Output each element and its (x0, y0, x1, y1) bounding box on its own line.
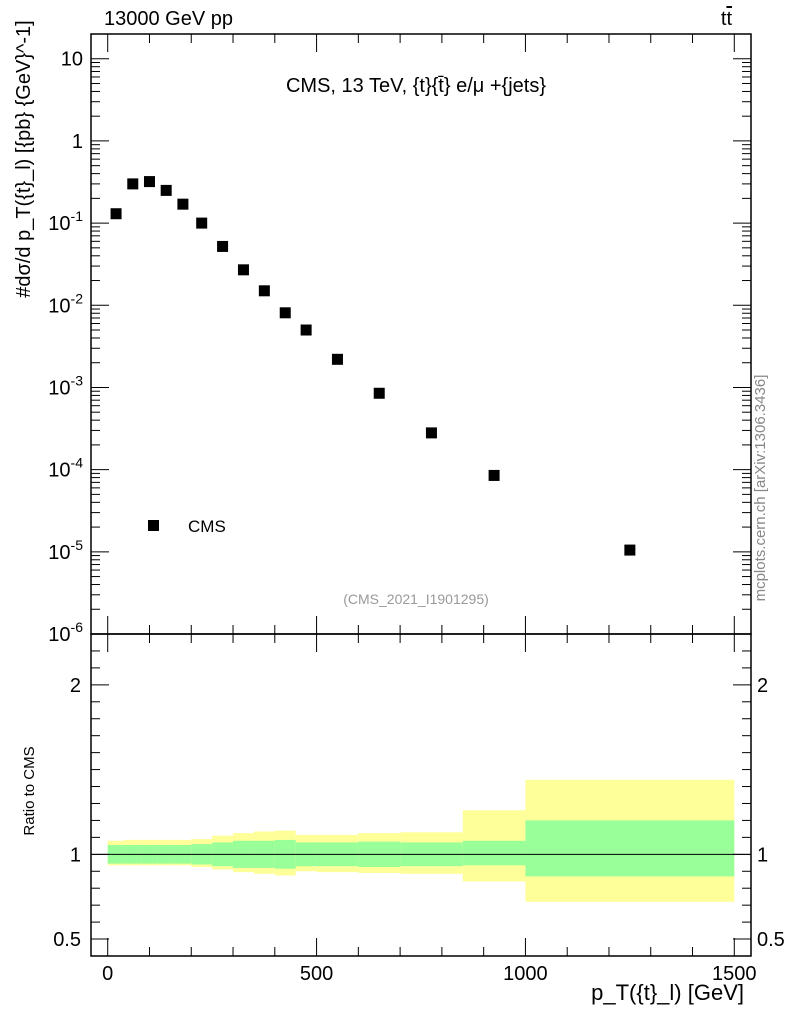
y-axis-label: #dσ/d p_T({t}_l) [{pb} {GeV}^-1] (13, 20, 35, 298)
ratio-axis-ticks: 0.5 0.5 1 1 2 2 0 500 1000 1500 (53, 634, 785, 985)
y-tick-label: 10 (61, 49, 83, 71)
ratio-y-tick-label-left: 1 (70, 844, 81, 866)
data-point-cms (373, 387, 385, 399)
ratio-inner-band-segment (462, 840, 526, 866)
data-point-cms (279, 307, 291, 319)
y-tick-label: 1 (72, 131, 83, 153)
data-point-cms (488, 469, 500, 481)
data-point-cms (237, 264, 249, 276)
ratio-y-tick-label-right: 0.5 (757, 929, 785, 951)
plot-title: CMS, 13 TeV, {t}{t̄} e/μ +{jets} (286, 75, 546, 97)
y-tick-label: 10-2 (48, 290, 83, 317)
data-point-cms (425, 427, 437, 439)
data-point-cms (258, 285, 270, 297)
data-markers (110, 176, 636, 556)
data-point-cms (160, 184, 172, 196)
y-tick-label: 10-3 (48, 372, 83, 399)
x-tick-label: 0 (102, 963, 113, 985)
main-plot-frame (90, 33, 752, 635)
x-tick-label: 1500 (712, 963, 757, 985)
y-tick-exponent: -2 (71, 290, 84, 306)
source-watermark: mcplots.cern.ch [arXiv:1306.3436] (752, 374, 769, 602)
data-point-cms (331, 353, 343, 365)
legend-marker-cms (148, 520, 159, 531)
process-label: tt (721, 8, 732, 31)
y-tick-exponent: -1 (71, 208, 84, 224)
data-point-cms (127, 178, 139, 190)
y-tick-exponent: -3 (71, 372, 84, 388)
analysis-id: (CMS_2021_I1901295) (343, 591, 489, 607)
ratio-y-tick-label-right: 1 (757, 844, 768, 866)
y-tick-exponent: -4 (71, 455, 84, 471)
legend-label-cms: CMS (188, 517, 226, 536)
ratio-inner-band-segment (525, 820, 735, 877)
y-tick-label: 10-5 (48, 537, 83, 564)
y-tick-exponent: -5 (71, 537, 84, 553)
y-tick-exponent: -6 (71, 619, 84, 635)
data-point-cms (110, 208, 122, 220)
ratio-y-tick-label-left: 2 (70, 675, 81, 697)
y-tick-label: 10-4 (48, 455, 83, 482)
data-point-cms (217, 240, 229, 252)
y-tick-label: 10-6 (48, 619, 83, 646)
main-axis-ticks: 10 1 10-1 10-2 10-3 10-4 10-5 10-6 (48, 33, 751, 646)
data-point-cms (143, 176, 155, 188)
ratio-y-tick-label-right: 2 (757, 675, 768, 697)
ratio-plot-frame (90, 633, 752, 957)
data-point-cms (196, 217, 208, 229)
x-tick-label: 500 (300, 963, 333, 985)
data-point-cms (624, 544, 636, 556)
x-tick-label: 1000 (503, 963, 548, 985)
ratio-bands (107, 779, 735, 902)
process-label-tbar: t (726, 8, 732, 30)
y-tick-label: 10-1 (48, 208, 83, 235)
data-point-cms (300, 324, 312, 336)
ratio-y-tick-label-left: 0.5 (53, 929, 81, 951)
x-axis-label: p_T({t}_l) [GeV] (591, 980, 744, 1005)
energy-label: 13000 GeV pp (104, 8, 233, 30)
ratio-axis-label: Ratio to CMS (21, 746, 38, 836)
process-label-t: t (720, 8, 727, 30)
data-point-cms (177, 198, 189, 210)
